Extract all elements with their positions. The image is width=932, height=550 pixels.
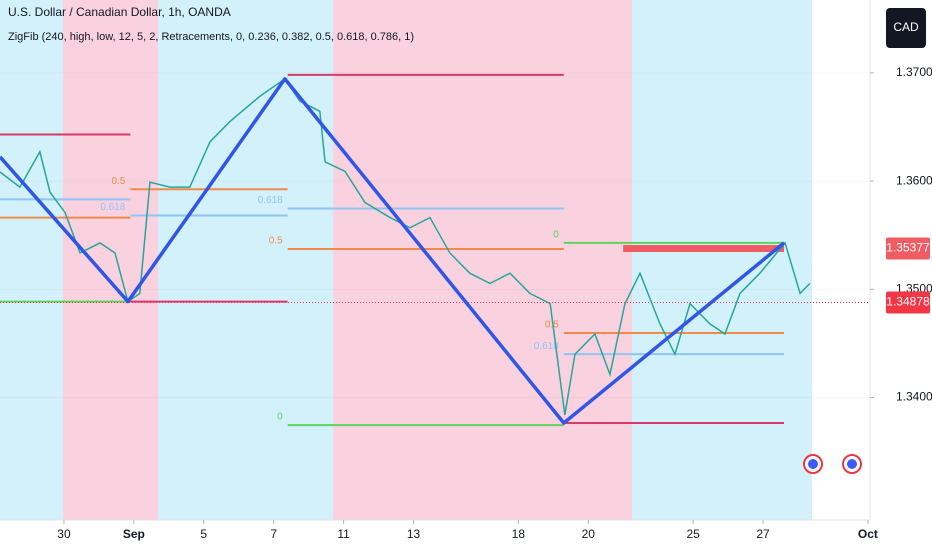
- y-tick-label: 1.37000: [896, 65, 932, 79]
- x-tick-label: 5: [200, 527, 207, 541]
- currency-label: CAD: [893, 20, 919, 34]
- y-tick-label: 1.34000: [896, 390, 932, 404]
- x-tick-label: 18: [512, 527, 526, 541]
- price-label-box: [886, 237, 930, 260]
- x-tick-label: Oct: [858, 527, 878, 541]
- fib-level-label: 0.5: [269, 236, 283, 247]
- fib-level-label: 0.618: [258, 195, 283, 206]
- x-tick-label: Sep: [123, 527, 145, 541]
- trend-band: [62, 0, 158, 520]
- fib-level-label: 0.5: [545, 320, 559, 331]
- currency-badge[interactable]: [886, 8, 926, 48]
- fib-level-label: 0: [277, 412, 283, 423]
- trend-band: [157, 0, 334, 520]
- zigzag-line: [0, 77, 786, 425]
- fib-level-label: 0.618: [534, 341, 559, 352]
- trend-band: [0, 0, 63, 520]
- fib-level-label: 0.618: [100, 202, 125, 213]
- trend-band: [631, 0, 812, 520]
- price-line: [0, 77, 811, 416]
- price-label: 1.34878: [886, 295, 930, 309]
- plot-area: 0.5 0.618 0.618 0.5 0 0 0.5 0.618: [0, 0, 870, 520]
- indicator-label: ZigFib (240, high, low, 12, 5, 2, Retrac…: [8, 31, 414, 43]
- event-icon-flag: [808, 459, 818, 469]
- x-tick-label: 11: [337, 527, 350, 541]
- x-tick-label: 25: [686, 527, 700, 541]
- y-tick-label: 1.36000: [896, 173, 932, 187]
- price-label: 1.35377: [886, 241, 930, 255]
- chart-title: U.S. Dollar / Canadian Dollar, 1h, OANDA: [8, 5, 231, 19]
- fib-level-label: 0.5: [111, 176, 125, 187]
- event-icons: [803, 454, 862, 474]
- event-icon-flag: [847, 459, 857, 469]
- fib-level-label: 0: [553, 230, 559, 241]
- trend-band: [333, 0, 632, 520]
- price-label-box: [886, 291, 930, 314]
- x-tick-label: 13: [407, 527, 421, 541]
- x-tick-label: 30: [57, 527, 71, 541]
- x-tick-label: 20: [582, 527, 596, 541]
- x-tick-label: 27: [756, 527, 770, 541]
- x-tick-label: 7: [270, 527, 277, 541]
